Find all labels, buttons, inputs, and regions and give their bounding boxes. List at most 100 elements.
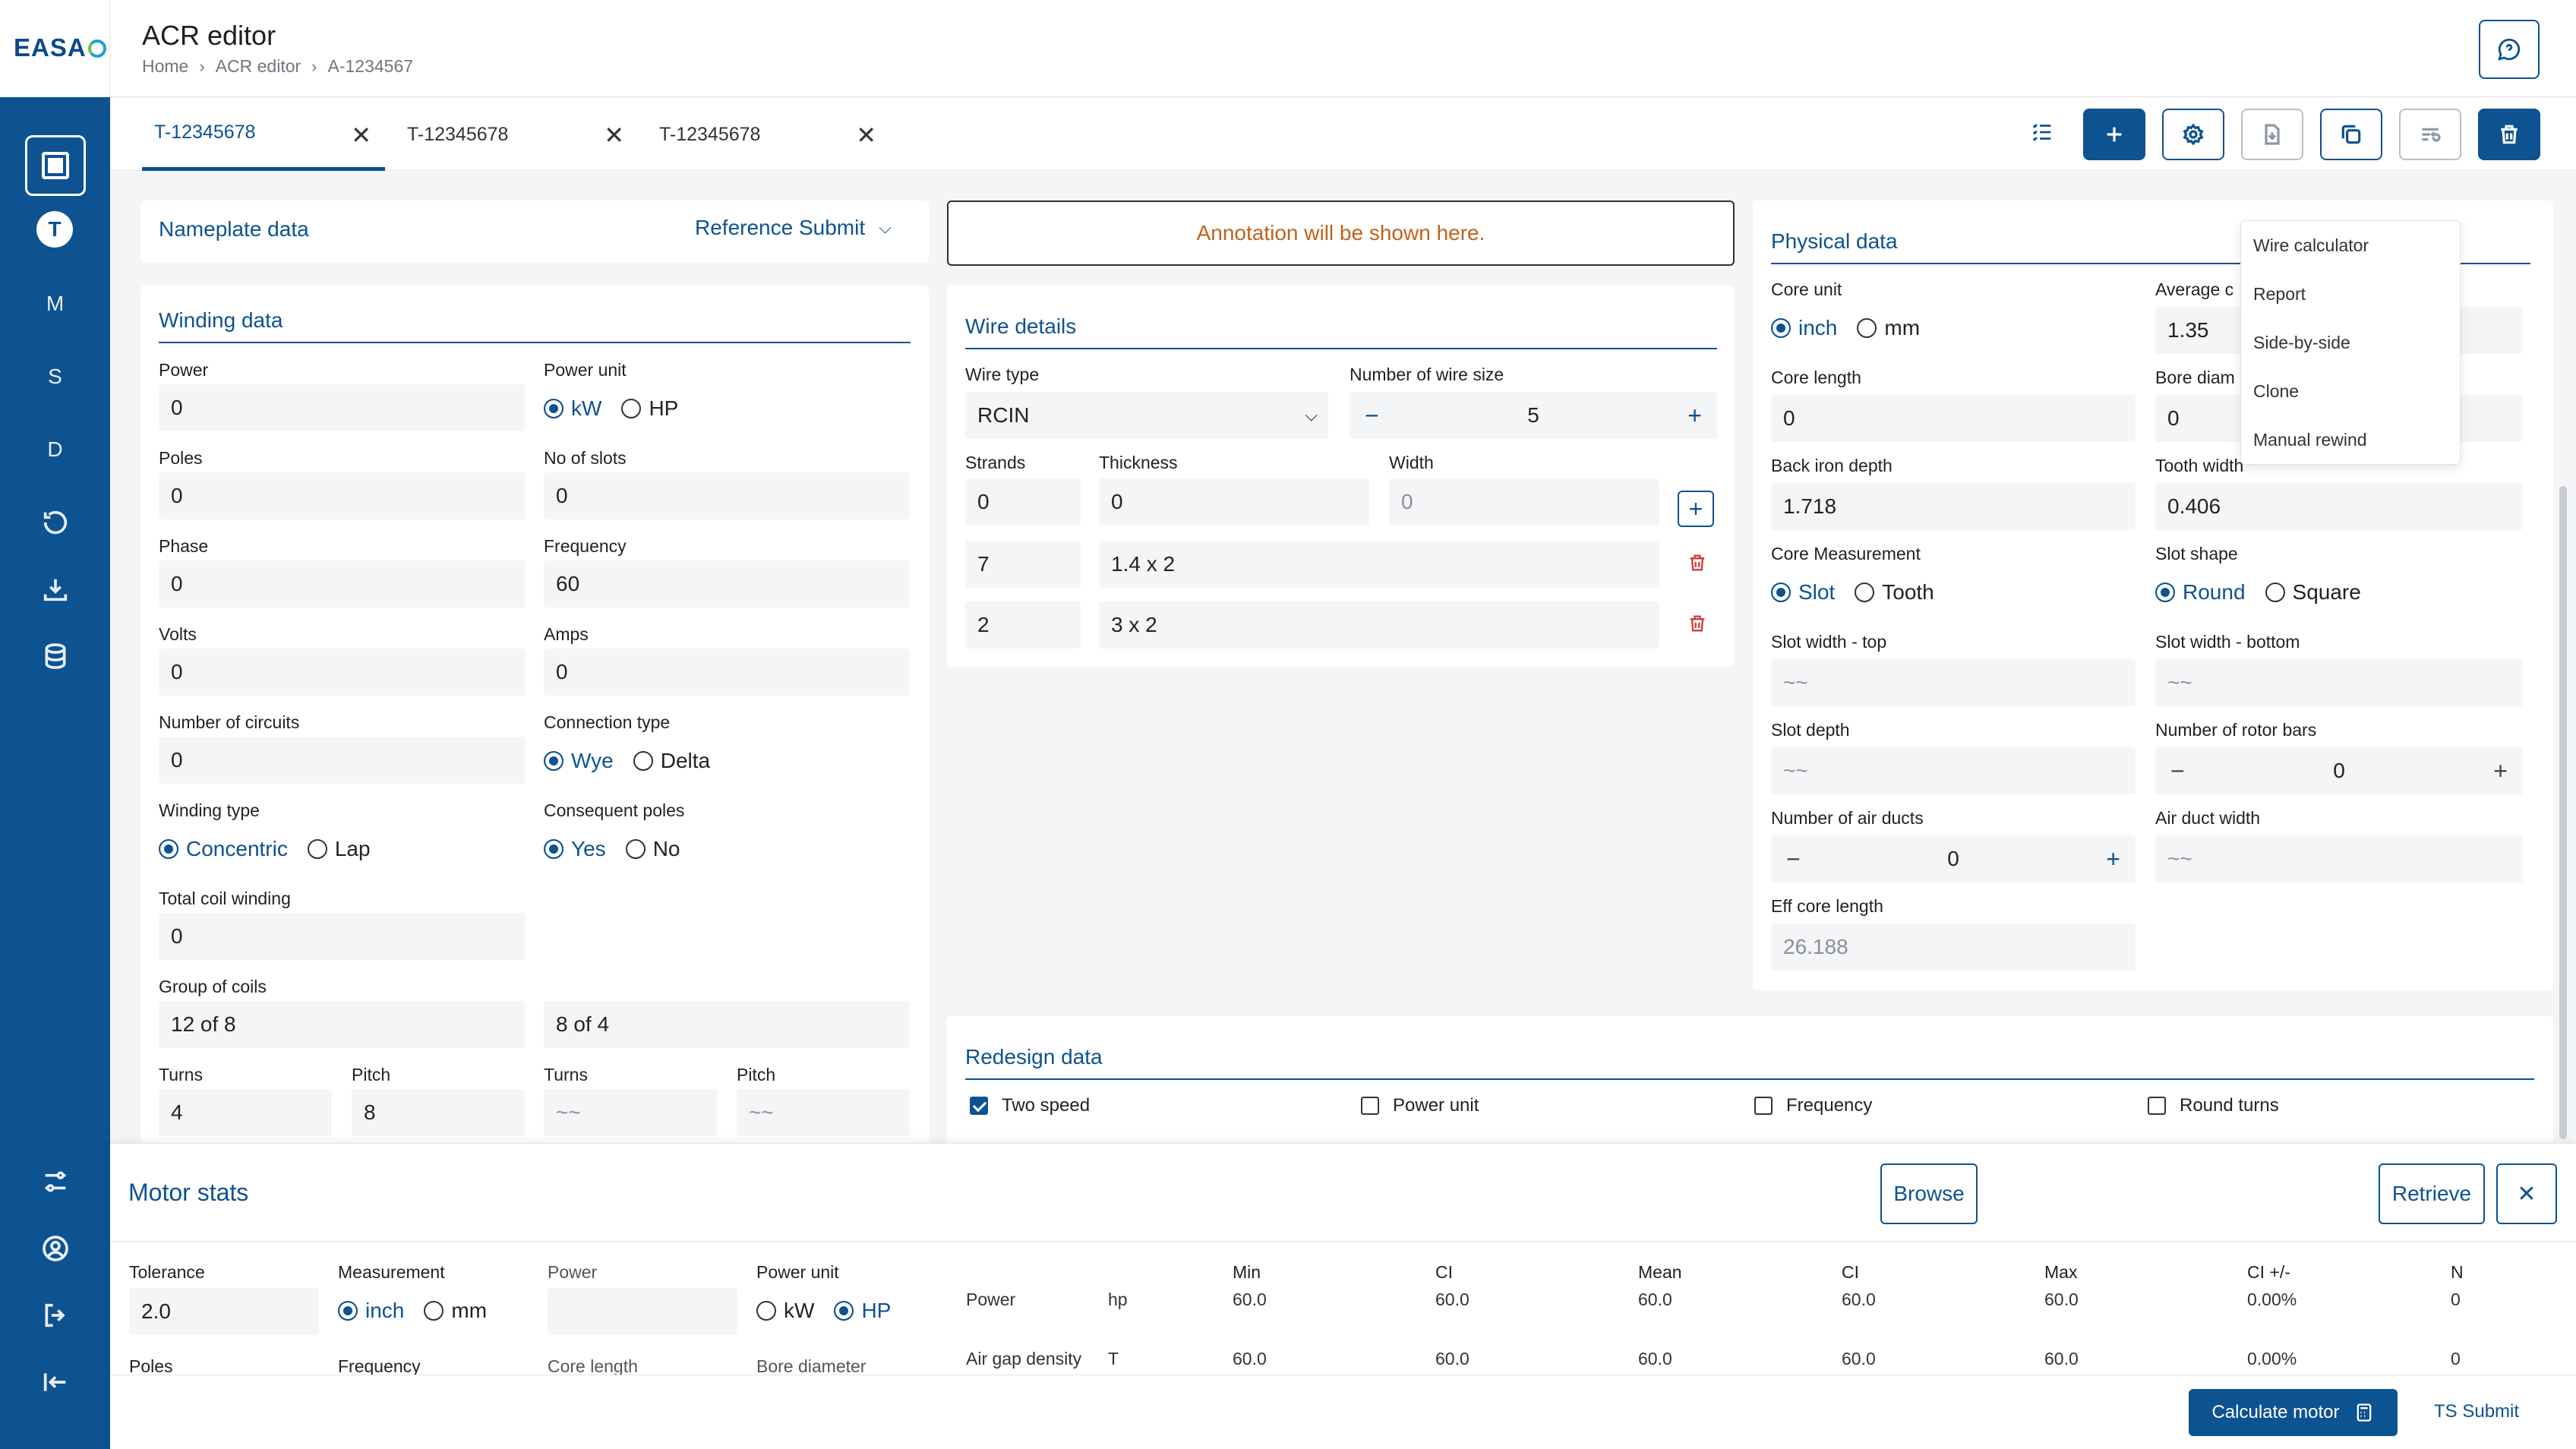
- wire-row-dimension[interactable]: 1.4 x 2: [1099, 541, 1659, 588]
- rail-collapse-button[interactable]: [0, 1352, 110, 1413]
- width-input[interactable]: 0: [1389, 478, 1659, 526]
- tooth-width-input[interactable]: 0.406: [2155, 483, 2523, 530]
- minus-icon[interactable]: −: [1365, 401, 1379, 429]
- help-button[interactable]: [2479, 20, 2540, 79]
- rail-settings-button[interactable]: [0, 1151, 110, 1212]
- breadcrumb-home[interactable]: Home: [142, 56, 189, 76]
- tab-2[interactable]: T-12345678 ✕: [395, 98, 638, 171]
- frequency-checkbox[interactable]: Frequency: [1754, 1095, 1872, 1116]
- radio-empty-icon[interactable]: [424, 1301, 444, 1321]
- turns-input-2[interactable]: ~~: [544, 1089, 717, 1136]
- rail-logout-button[interactable]: [0, 1285, 110, 1346]
- easa-logo[interactable]: EASA: [14, 33, 106, 62]
- copy-button[interactable]: [2320, 109, 2382, 160]
- scrollbar[interactable]: [2559, 486, 2567, 1139]
- strands-input[interactable]: 0: [965, 478, 1081, 526]
- minus-icon[interactable]: −: [2170, 756, 2185, 784]
- menu-item-wire-calculator[interactable]: Wire calculator: [2253, 235, 2369, 255]
- two-speed-checkbox[interactable]: Two speed: [970, 1095, 1090, 1116]
- circuits-input[interactable]: 0: [159, 737, 525, 784]
- reference-submit-dropdown[interactable]: Reference Submit ⌵: [695, 216, 892, 240]
- add-wire-button[interactable]: +: [1678, 491, 1714, 527]
- rotor-bars-stepper[interactable]: − 0 +: [2155, 747, 2523, 794]
- pitch-input-1[interactable]: 8: [352, 1089, 525, 1136]
- rail-d-button[interactable]: D: [47, 437, 63, 461]
- radio-empty-icon[interactable]: [1855, 582, 1875, 602]
- wire-size-stepper[interactable]: − 5 +: [1350, 392, 1717, 439]
- round-turns-checkbox[interactable]: Round turns: [2148, 1095, 2279, 1116]
- core-unit-radio-group[interactable]: inch mm: [1771, 316, 1920, 340]
- winding-type-radio-group[interactable]: Concentric Lap: [159, 837, 371, 861]
- core-measurement-radio-group[interactable]: Slot Tooth: [1771, 580, 1934, 605]
- radio-empty-icon[interactable]: [2265, 582, 2285, 602]
- calculate-motor-button[interactable]: Calculate motor: [2189, 1389, 2398, 1436]
- tab-3[interactable]: T-12345678 ✕: [647, 98, 890, 171]
- wire-row-dimension[interactable]: 3 x 2: [1099, 601, 1659, 649]
- menu-item-side-by-side[interactable]: Side-by-side: [2253, 332, 2350, 352]
- power-input[interactable]: [548, 1288, 737, 1335]
- radio-empty-icon[interactable]: [625, 839, 646, 859]
- plus-icon[interactable]: +: [2493, 756, 2508, 784]
- tolerance-input[interactable]: 2.0: [129, 1288, 319, 1335]
- wire-row-strands[interactable]: 2: [965, 601, 1081, 649]
- settings-button[interactable]: [2162, 109, 2224, 160]
- power-input[interactable]: 0: [159, 384, 525, 431]
- rail-history-button[interactable]: [0, 492, 110, 553]
- delete-row-button[interactable]: [1687, 612, 1708, 640]
- radio-empty-icon[interactable]: [756, 1301, 776, 1321]
- rail-s-button[interactable]: S: [48, 365, 62, 388]
- radio-empty-icon[interactable]: [1857, 318, 1877, 338]
- menu-item-clone[interactable]: Clone: [2253, 380, 2300, 401]
- phase-input[interactable]: 0: [159, 560, 525, 608]
- radio-empty-icon[interactable]: [621, 399, 642, 418]
- rail-t-button[interactable]: T: [36, 211, 73, 248]
- slot-width-top-input[interactable]: ~~: [1771, 659, 2136, 706]
- slot-shape-radio-group[interactable]: Round Square: [2155, 580, 2361, 605]
- close-sheet-button[interactable]: ✕: [2496, 1163, 2557, 1224]
- menu-item-manual-rewind[interactable]: Manual rewind: [2253, 429, 2367, 450]
- retrieve-button[interactable]: Retrieve: [2379, 1163, 2485, 1224]
- ts-submit-button[interactable]: TS Submit: [2434, 1401, 2520, 1422]
- volts-input[interactable]: 0: [159, 649, 525, 696]
- plus-icon[interactable]: +: [2106, 844, 2120, 873]
- plus-icon[interactable]: +: [1687, 401, 1702, 429]
- thickness-input[interactable]: 0: [1099, 478, 1369, 526]
- rail-download-button[interactable]: [0, 559, 110, 620]
- list-options-button[interactable]: [2029, 119, 2060, 150]
- close-icon[interactable]: ✕: [856, 122, 876, 149]
- tab-1[interactable]: T-12345678 ✕: [142, 98, 385, 171]
- core-length-input[interactable]: 0: [1771, 395, 2136, 442]
- group-input-2[interactable]: 8 of 4: [544, 1001, 910, 1048]
- consequent-radio-group[interactable]: Yes No: [544, 837, 680, 861]
- breadcrumb-acr-editor[interactable]: ACR editor: [215, 56, 301, 76]
- rail-editor-button[interactable]: [25, 135, 86, 196]
- power-unit-radio-group[interactable]: kW HP: [756, 1299, 891, 1323]
- measurement-radio-group[interactable]: inch mm: [338, 1299, 487, 1323]
- turns-input-1[interactable]: 4: [159, 1089, 332, 1136]
- rail-database-button[interactable]: [0, 626, 110, 687]
- pitch-input-2[interactable]: ~~: [737, 1089, 910, 1136]
- power-unit-kw-radio[interactable]: kW HP: [544, 396, 678, 421]
- rail-profile-button[interactable]: [0, 1218, 110, 1279]
- slots-input[interactable]: 0: [544, 472, 910, 519]
- rewind-button[interactable]: [2399, 109, 2461, 160]
- poles-input[interactable]: 0: [159, 472, 525, 519]
- frequency-input[interactable]: 60: [544, 560, 910, 608]
- delete-button[interactable]: [2478, 109, 2540, 160]
- delete-row-button[interactable]: [1687, 551, 1708, 579]
- connection-radio-group[interactable]: Wye Delta: [544, 749, 710, 773]
- power-unit-checkbox[interactable]: Power unit: [1361, 1095, 1479, 1116]
- slot-width-bottom-input[interactable]: ~~: [2155, 659, 2523, 706]
- minus-icon[interactable]: −: [1786, 844, 1801, 873]
- amps-input[interactable]: 0: [544, 649, 910, 696]
- air-duct-width-input[interactable]: ~~: [2155, 835, 2523, 882]
- back-iron-input[interactable]: 1.718: [1771, 483, 2136, 530]
- close-icon[interactable]: ✕: [351, 122, 371, 149]
- slot-depth-input[interactable]: ~~: [1771, 747, 2136, 794]
- browse-button[interactable]: Browse: [1880, 1163, 1978, 1224]
- radio-empty-icon[interactable]: [633, 751, 653, 771]
- rail-m-button[interactable]: M: [46, 292, 65, 315]
- export-button[interactable]: [2241, 109, 2303, 160]
- wire-row-strands[interactable]: 7: [965, 541, 1081, 588]
- menu-item-report[interactable]: Report: [2253, 283, 2306, 304]
